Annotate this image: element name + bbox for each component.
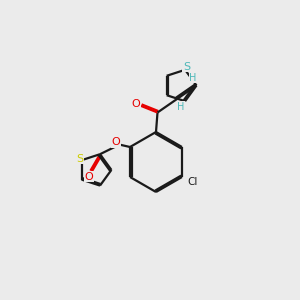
Text: Cl: Cl [187, 177, 198, 188]
Text: S: S [183, 62, 190, 72]
Text: O: O [112, 137, 120, 147]
Text: H: H [177, 101, 184, 112]
Text: S: S [76, 154, 84, 164]
Text: O: O [85, 172, 93, 182]
Text: H: H [189, 73, 197, 83]
Text: O: O [131, 99, 140, 110]
